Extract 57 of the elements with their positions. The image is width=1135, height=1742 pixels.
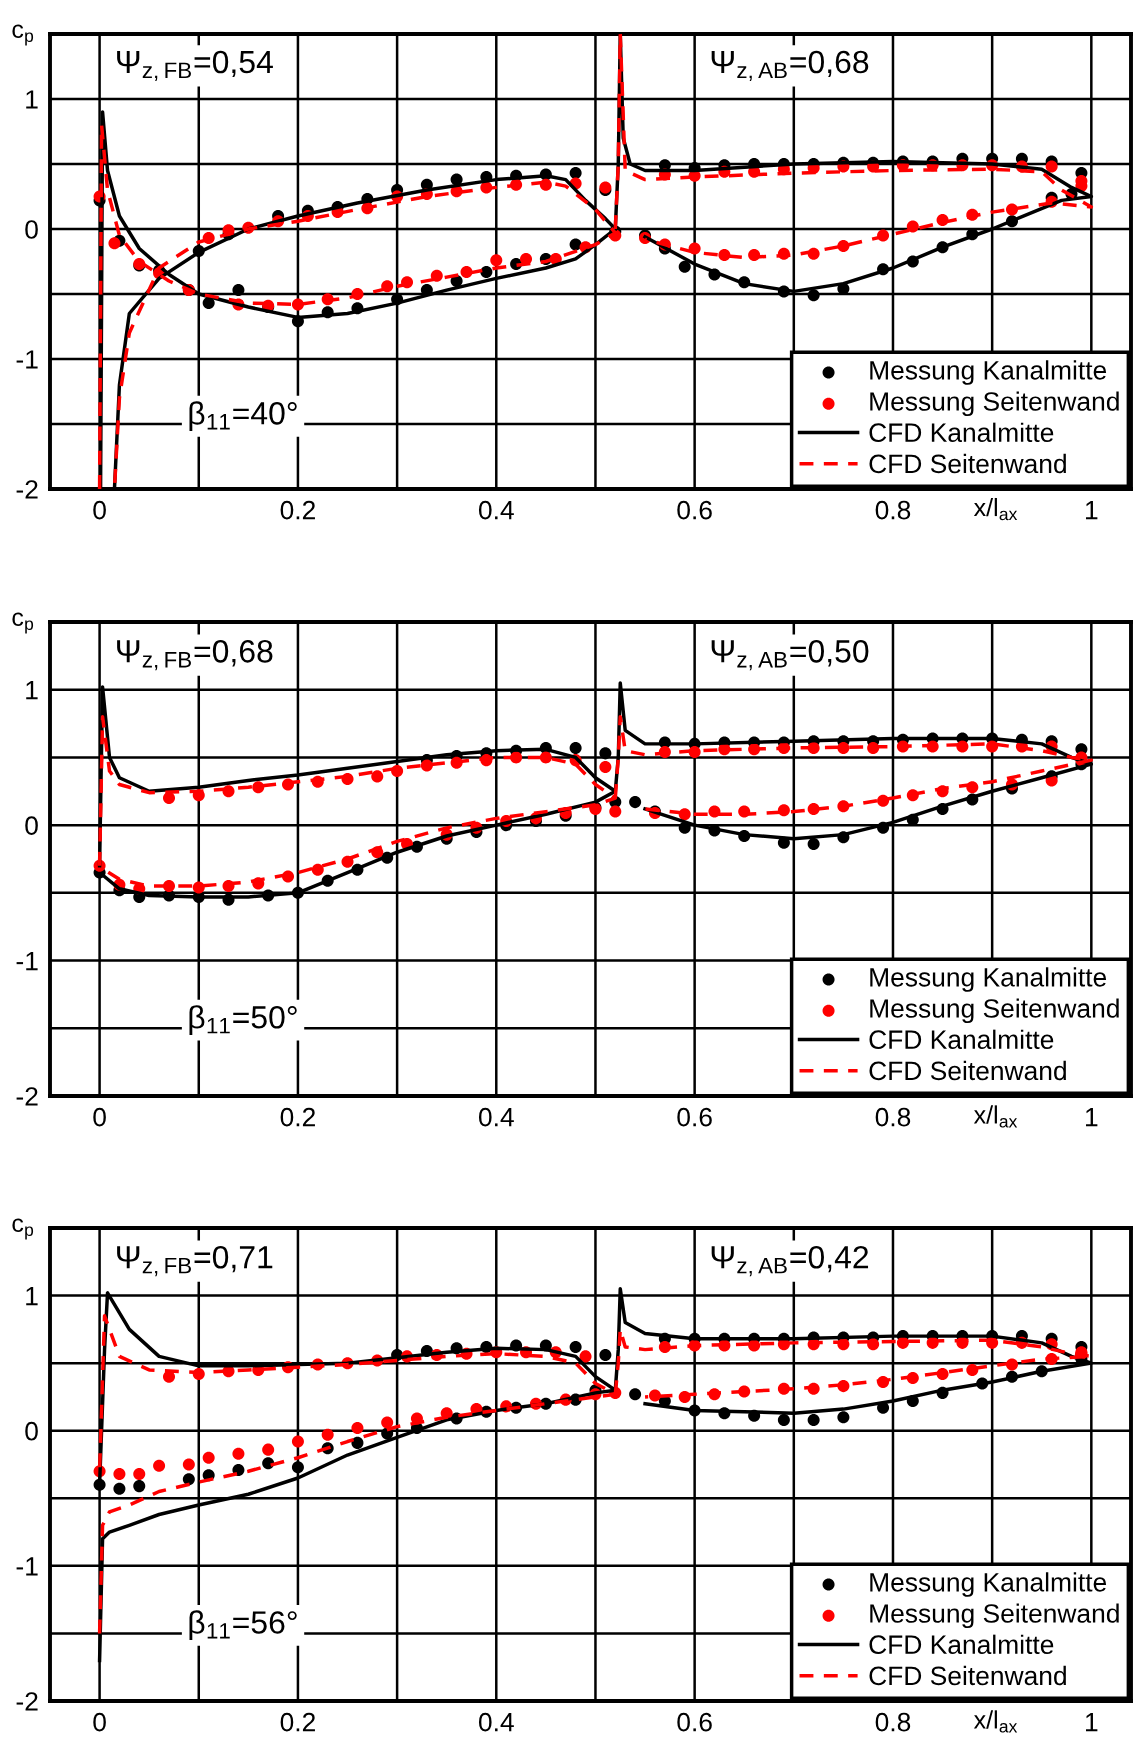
annotation: Ψ$_{z,FB}$=0,71: [117, 1245, 273, 1277]
x-tick-label: 0.4: [478, 1712, 514, 1732]
y-tick-label: 0: [25, 1421, 38, 1441]
x-axis-title: x/l$_{ax}$: [973, 1105, 1018, 1128]
annotation: β$_{11}$=40°: [189, 401, 297, 431]
x-tick-label: 0.8: [875, 1107, 911, 1127]
annotation: β$_{11}$=56°: [189, 1610, 297, 1641]
x-tick-label: 0.8: [875, 500, 911, 520]
annotation: Ψ$_{z,FB}$=0,68: [117, 640, 273, 671]
legend-label: Messung Kanalmitte: [870, 1572, 1107, 1597]
legend-label: Messung Seitenwand: [870, 998, 1119, 1024]
x-tick-label: 1: [1086, 501, 1098, 520]
x-tick-label: 0.6: [677, 1712, 712, 1732]
legend-label: Messung Seitenwand: [870, 391, 1119, 417]
x-tick-label: 0: [93, 1712, 106, 1732]
x-tick-label: 1: [1086, 1108, 1098, 1127]
x-tick-label: 0.2: [280, 1107, 315, 1127]
legend-label: Messung Kanalmitte: [870, 967, 1107, 992]
legend-label: CFD Seitenwand: [869, 1060, 1066, 1081]
x-tick-label: 0.4: [478, 500, 514, 520]
legend-label: Messung Seitenwand: [870, 1603, 1119, 1629]
y-tick-label: -1: [16, 350, 38, 369]
x-tick-label: 0: [93, 1107, 106, 1127]
y-tick-label: 0: [25, 816, 38, 835]
x-tick-label: 0.2: [280, 500, 315, 520]
y-tick-label: 1: [26, 681, 38, 700]
annotation: Ψ$_{z,AB}$=0,68: [711, 50, 869, 81]
annotation: Ψ$_{z,FB}$=0,54: [117, 50, 273, 81]
y-tick-label: 0: [25, 220, 38, 239]
x-tick-label: 0.4: [478, 1107, 514, 1127]
annotation: Ψ$_{z,AB}$=0,42: [711, 1245, 869, 1277]
x-tick-label: 0: [93, 500, 106, 520]
y-axis-title: c$_{p}$: [12, 24, 34, 46]
x-tick-label: 0.6: [677, 1107, 712, 1127]
annotation: Ψ$_{z,AB}$=0,50: [711, 640, 869, 671]
legend-label: CFD Kanalmitte: [869, 1029, 1054, 1050]
legend-label: CFD Kanalmitte: [869, 422, 1054, 443]
x-axis-title: x/l$_{ax}$: [973, 497, 1018, 521]
y-tick-label: -1: [16, 951, 38, 971]
y-tick-label: -2: [16, 480, 38, 499]
y-tick-label: 1: [26, 90, 38, 109]
x-axis-title: x/l$_{ax}$: [973, 1710, 1018, 1733]
x-tick-label: 1: [1086, 1713, 1098, 1732]
legend-label: CFD Kanalmitte: [869, 1634, 1054, 1655]
y-tick-label: -2: [16, 1087, 38, 1106]
legend-label: Messung Kanalmitte: [870, 360, 1107, 385]
y-axis-title: c$_{p}$: [12, 1218, 34, 1240]
y-tick-label: -1: [16, 1557, 38, 1576]
x-tick-label: 0.2: [280, 1712, 315, 1732]
legend-label: CFD Seitenwand: [869, 453, 1066, 474]
y-tick-label: 1: [26, 1286, 38, 1306]
legend-label: CFD Seitenwand: [869, 1665, 1066, 1686]
annotation: β$_{11}$=50°: [189, 1005, 297, 1035]
y-tick-label: -2: [16, 1692, 38, 1711]
x-tick-label: 0.8: [875, 1712, 911, 1732]
y-axis-title: c$_{p}$: [12, 612, 34, 634]
x-tick-label: 0.6: [677, 500, 712, 520]
